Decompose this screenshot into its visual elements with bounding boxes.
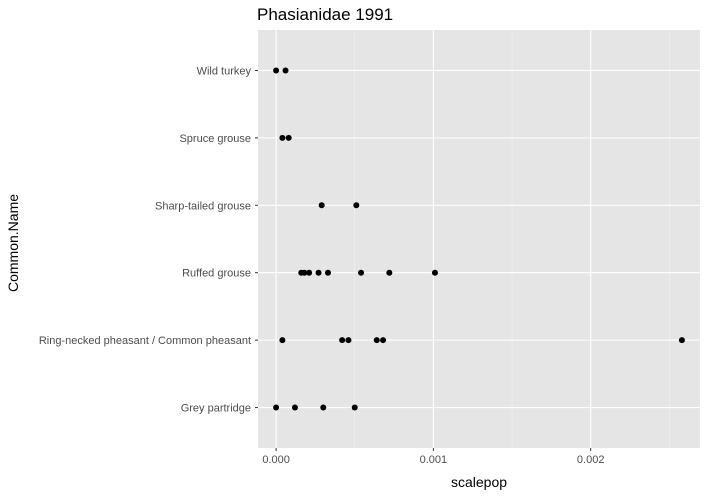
data-point [431, 269, 438, 276]
data-point [318, 202, 325, 209]
data-point [380, 337, 387, 344]
x-tick-label: 0.001 [420, 454, 448, 466]
data-point [282, 67, 289, 74]
data-point [279, 134, 286, 141]
y-tick-label: Ruffed grouse [182, 268, 251, 280]
y-tick-label: Ring-necked pheasant / Common pheasant [39, 335, 251, 347]
y-axis: Grey partridge Ring-necked pheasant / Com… [39, 65, 258, 415]
data-point [339, 337, 346, 344]
data-point [315, 269, 322, 276]
data-point [301, 269, 308, 276]
data-point [320, 404, 327, 411]
data-point [273, 67, 280, 74]
data-point [678, 337, 685, 344]
y-axis-title: Common.Name [5, 194, 21, 292]
x-axis: 0.000 0.001 0.002 [262, 448, 604, 466]
data-point [353, 202, 360, 209]
chart-title: Phasianidae 1991 [257, 5, 393, 24]
data-point [273, 404, 280, 411]
y-tick-label: Wild turkey [197, 65, 252, 77]
major-gridlines [258, 30, 700, 448]
data-points [273, 67, 685, 411]
data-point [306, 269, 313, 276]
y-tick-label: Grey partridge [181, 403, 251, 415]
minor-gridlines [354, 30, 670, 448]
y-tick-label: Spruce grouse [179, 133, 251, 145]
x-tick-label: 0.000 [262, 454, 290, 466]
data-point [285, 134, 292, 141]
data-point [345, 337, 352, 344]
data-point [351, 404, 358, 411]
data-point [386, 269, 393, 276]
y-tick-label: Sharp-tailed grouse [155, 200, 251, 212]
data-point [358, 269, 365, 276]
data-point [291, 404, 298, 411]
data-point [373, 337, 380, 344]
x-tick-label: 0.002 [577, 454, 605, 466]
x-axis-title: scalepop [451, 474, 507, 490]
plot-panel [258, 30, 700, 448]
data-point [324, 269, 331, 276]
data-point [279, 337, 286, 344]
